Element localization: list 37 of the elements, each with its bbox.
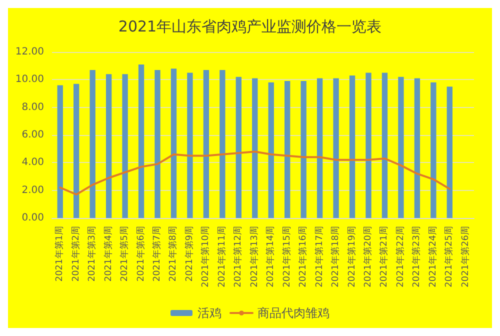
x-tick-label: 2021年第9周 (184, 226, 195, 282)
x-tick-label: 2021年第7周 (152, 226, 162, 282)
x-tick-label: 2021年第8周 (168, 226, 179, 282)
legend-label: 商品代肉雏鸡 (258, 306, 330, 320)
y-tick-label: 12.00 (15, 46, 44, 58)
x-tick-label: 2021年第4周 (102, 226, 114, 282)
x-tick-label: 2021年第26周 (460, 226, 471, 288)
x-tick-label: 2021年第23周 (411, 226, 422, 288)
x-tick-label: 2021年第19周 (346, 226, 358, 288)
x-tick-label: 2021年第15周 (281, 226, 292, 288)
y-tick-label: 10.00 (15, 74, 44, 86)
x-tick-label: 2021年第17周 (314, 226, 325, 288)
y-tick-label: 2.00 (22, 184, 44, 196)
y-tick-label: 6.00 (22, 130, 44, 140)
x-tick-label: 2021年第13周 (248, 226, 260, 288)
y-tick-label: 8.00 (22, 102, 44, 113)
legend-label: 活鸡 (198, 306, 222, 320)
x-tick-label: 2021年第20周 (362, 226, 374, 288)
x-tick-label: 2021年第24周 (427, 226, 438, 288)
x-tick-label: 2021年第10周 (200, 226, 212, 288)
x-tick-label: 2021年第18周 (330, 226, 342, 288)
x-tick-label: 2021年第2周 (70, 226, 82, 282)
x-tick-label: 2021年第22周 (394, 226, 406, 288)
x-tick-label: 2021年第16周 (298, 226, 309, 288)
chart-title: 2021年山东省肉鸡产业监测价格一览表 (118, 18, 382, 36)
y-tick-label: 0.00 (22, 212, 44, 224)
y-tick-label: 4.00 (22, 157, 44, 168)
x-tick-label: 2021年第25周 (444, 226, 455, 288)
x-tick-label: 2021年第11周 (216, 226, 228, 288)
line-series (59, 150, 451, 196)
x-tick-label: 2021年第12周 (232, 226, 244, 288)
x-tick-label: 2021年第1周 (54, 226, 66, 282)
x-tick-label: 2021年第14周 (265, 226, 276, 288)
x-tick-label: 2021年第5周 (119, 226, 130, 282)
x-tick-label: 2021年第6周 (135, 226, 146, 282)
x-tick-label: 2021年第21周 (378, 226, 390, 288)
x-tick-label: 2021年第3周 (86, 226, 98, 282)
